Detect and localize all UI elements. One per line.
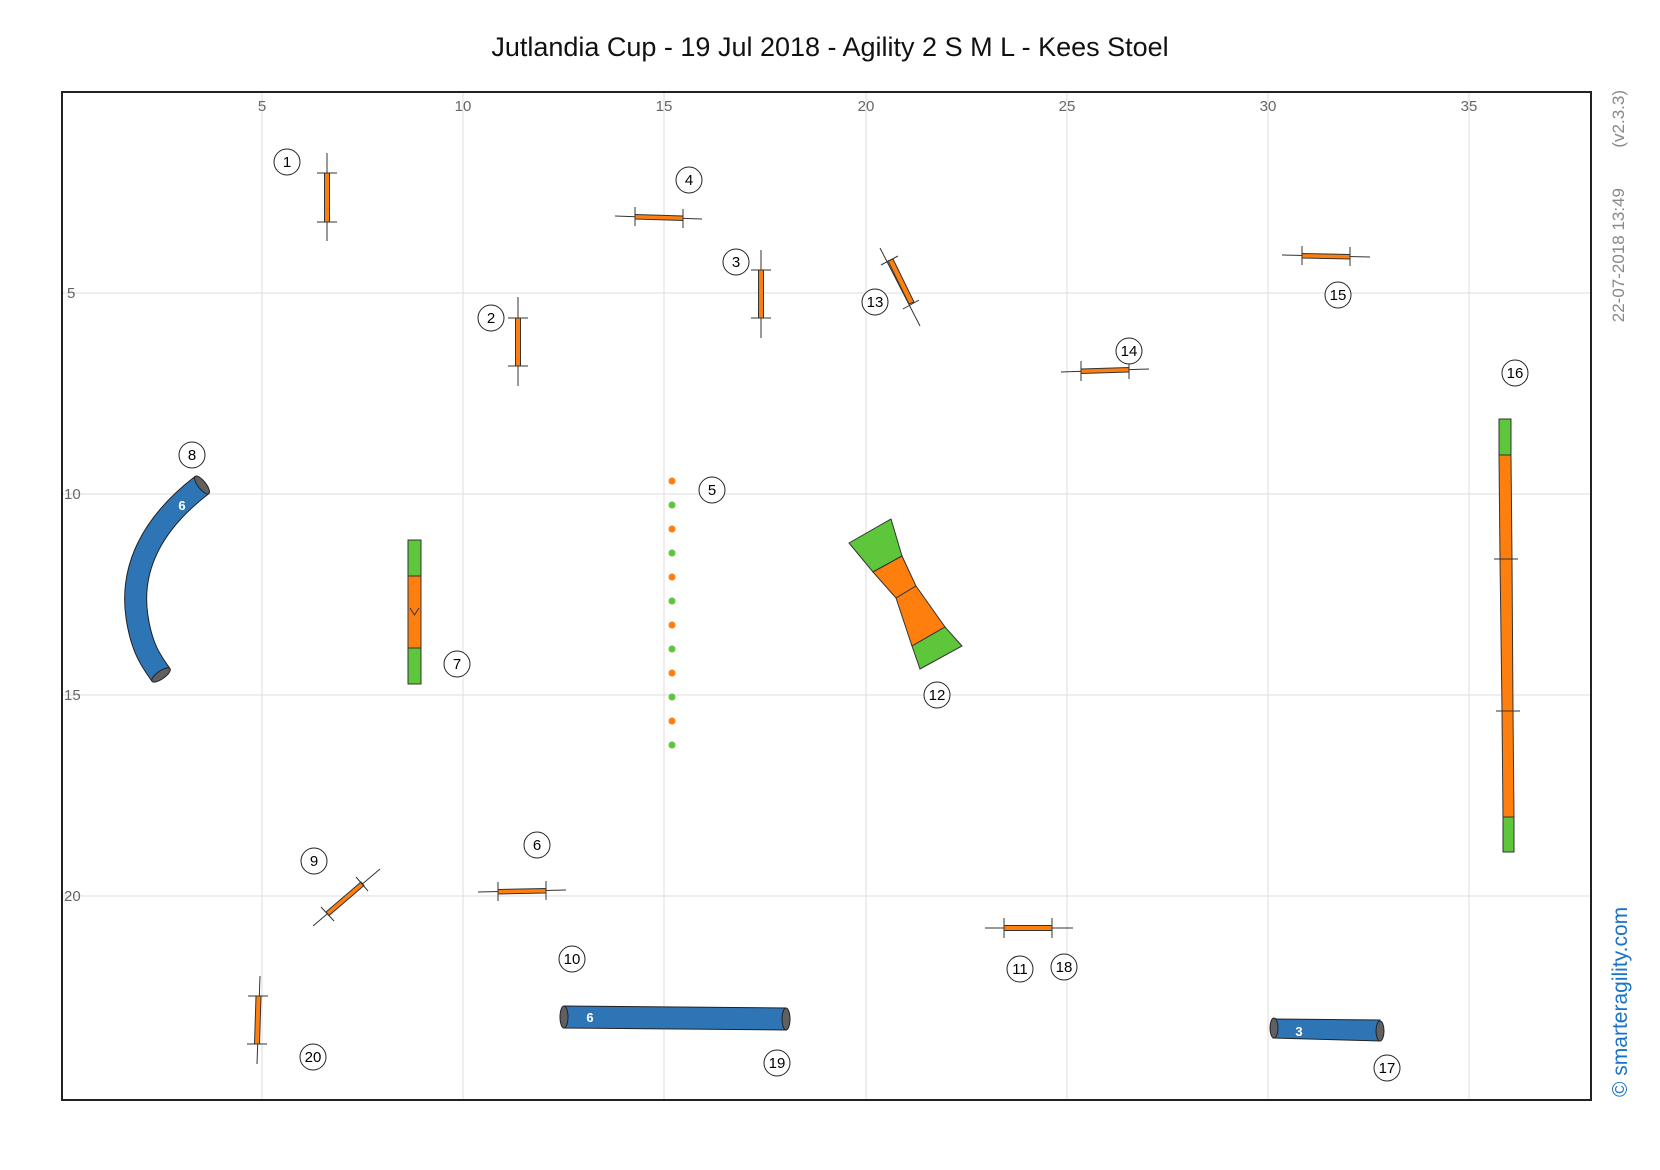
badge-19: 19 [763, 1049, 791, 1077]
x-axis-ticks: 5 10 15 20 25 30 35 [258, 98, 1478, 115]
svg-text:15: 15 [1330, 287, 1347, 304]
y-tick: 15 [64, 687, 81, 704]
badge-3: 3 [722, 248, 750, 276]
aframe-7[interactable] [407, 539, 422, 685]
svg-text:4: 4 [685, 172, 693, 189]
tunnel-10-19[interactable]: 6 [559, 1005, 791, 1031]
badge-15: 15 [1324, 281, 1352, 309]
jump-13[interactable] [879, 247, 921, 327]
badge-8: 8 [178, 441, 206, 469]
svg-text:12: 12 [929, 687, 946, 704]
tunnel-10-19-length: 6 [586, 1010, 593, 1025]
jump-2[interactable] [508, 297, 528, 386]
y-axis-ticks: 5 10 15 20 [64, 285, 81, 905]
field-border [61, 91, 1592, 1101]
svg-text:3: 3 [732, 254, 740, 271]
badge-10: 10 [558, 945, 586, 973]
jump-9[interactable] [312, 868, 381, 927]
svg-text:1: 1 [283, 154, 291, 171]
grid [62, 92, 1591, 1100]
tunnel-8-length: 6 [178, 498, 185, 513]
dogwalk-16[interactable] [1494, 418, 1520, 853]
brand-link[interactable]: © smarteragility.com [1609, 907, 1632, 1097]
svg-text:20: 20 [305, 1049, 322, 1066]
badge-7: 7 [443, 650, 471, 678]
badge-6: 6 [523, 831, 551, 859]
jump-15[interactable] [1281, 246, 1371, 266]
x-tick: 15 [656, 98, 673, 115]
jump-3[interactable] [751, 250, 771, 338]
svg-text:5: 5 [708, 482, 716, 499]
badge-13: 13 [861, 288, 889, 316]
jump-14[interactable] [1060, 360, 1150, 381]
svg-text:19: 19 [769, 1055, 786, 1072]
badge-9: 9 [300, 847, 328, 875]
svg-text:9: 9 [310, 853, 318, 870]
jump-4[interactable] [614, 207, 703, 228]
tunnel-17-length: 3 [1295, 1024, 1302, 1039]
svg-text:14: 14 [1121, 343, 1138, 360]
svg-text:2: 2 [487, 310, 495, 327]
course-title: Jutlandia Cup - 19 Jul 2018 - Agility 2 … [491, 32, 1168, 62]
badge-14: 14 [1115, 337, 1143, 365]
x-tick: 35 [1461, 98, 1478, 115]
badge-12: 12 [923, 681, 951, 709]
x-tick: 20 [858, 98, 875, 115]
jump-20[interactable] [247, 975, 268, 1065]
badge-4: 4 [675, 166, 703, 194]
x-tick: 25 [1059, 98, 1076, 115]
badge-5: 5 [698, 476, 726, 504]
svg-text:18: 18 [1056, 959, 1073, 976]
svg-text:7: 7 [453, 656, 461, 673]
svg-text:11: 11 [1012, 961, 1028, 978]
number-badges: 1 2 3 4 5 6 7 8 9 10 11 12 13 14 15 16 1… [178, 148, 1529, 1082]
badge-16: 16 [1501, 359, 1529, 387]
badge-18: 18 [1050, 953, 1078, 981]
y-tick: 5 [67, 285, 75, 302]
svg-text:8: 8 [188, 447, 196, 464]
x-tick: 10 [455, 98, 472, 115]
badge-17: 17 [1373, 1054, 1401, 1082]
badge-11: 11 [1006, 955, 1034, 983]
jump-11-18[interactable] [985, 918, 1073, 938]
timestamp-label: 22-07-2018 13:49 [1609, 188, 1628, 322]
tunnel-8[interactable]: 6 [124, 474, 212, 685]
x-tick: 5 [258, 98, 266, 115]
svg-text:6: 6 [533, 837, 541, 854]
badge-1: 1 [273, 148, 301, 176]
svg-text:17: 17 [1379, 1060, 1396, 1077]
badge-2: 2 [477, 304, 505, 332]
y-tick: 10 [64, 486, 81, 503]
svg-text:13: 13 [867, 294, 884, 311]
seesaw-12[interactable] [848, 518, 963, 670]
x-tick: 30 [1260, 98, 1277, 115]
jump-1[interactable] [317, 153, 337, 241]
y-tick: 20 [64, 888, 81, 905]
badge-20: 20 [299, 1043, 327, 1071]
version-label: (v2.3.3) [1609, 90, 1628, 148]
tunnel-17[interactable]: 3 [1269, 1017, 1385, 1042]
svg-text:16: 16 [1507, 365, 1524, 382]
svg-text:10: 10 [564, 951, 581, 968]
jump-6[interactable] [477, 881, 567, 901]
weave-5[interactable] [668, 477, 676, 749]
